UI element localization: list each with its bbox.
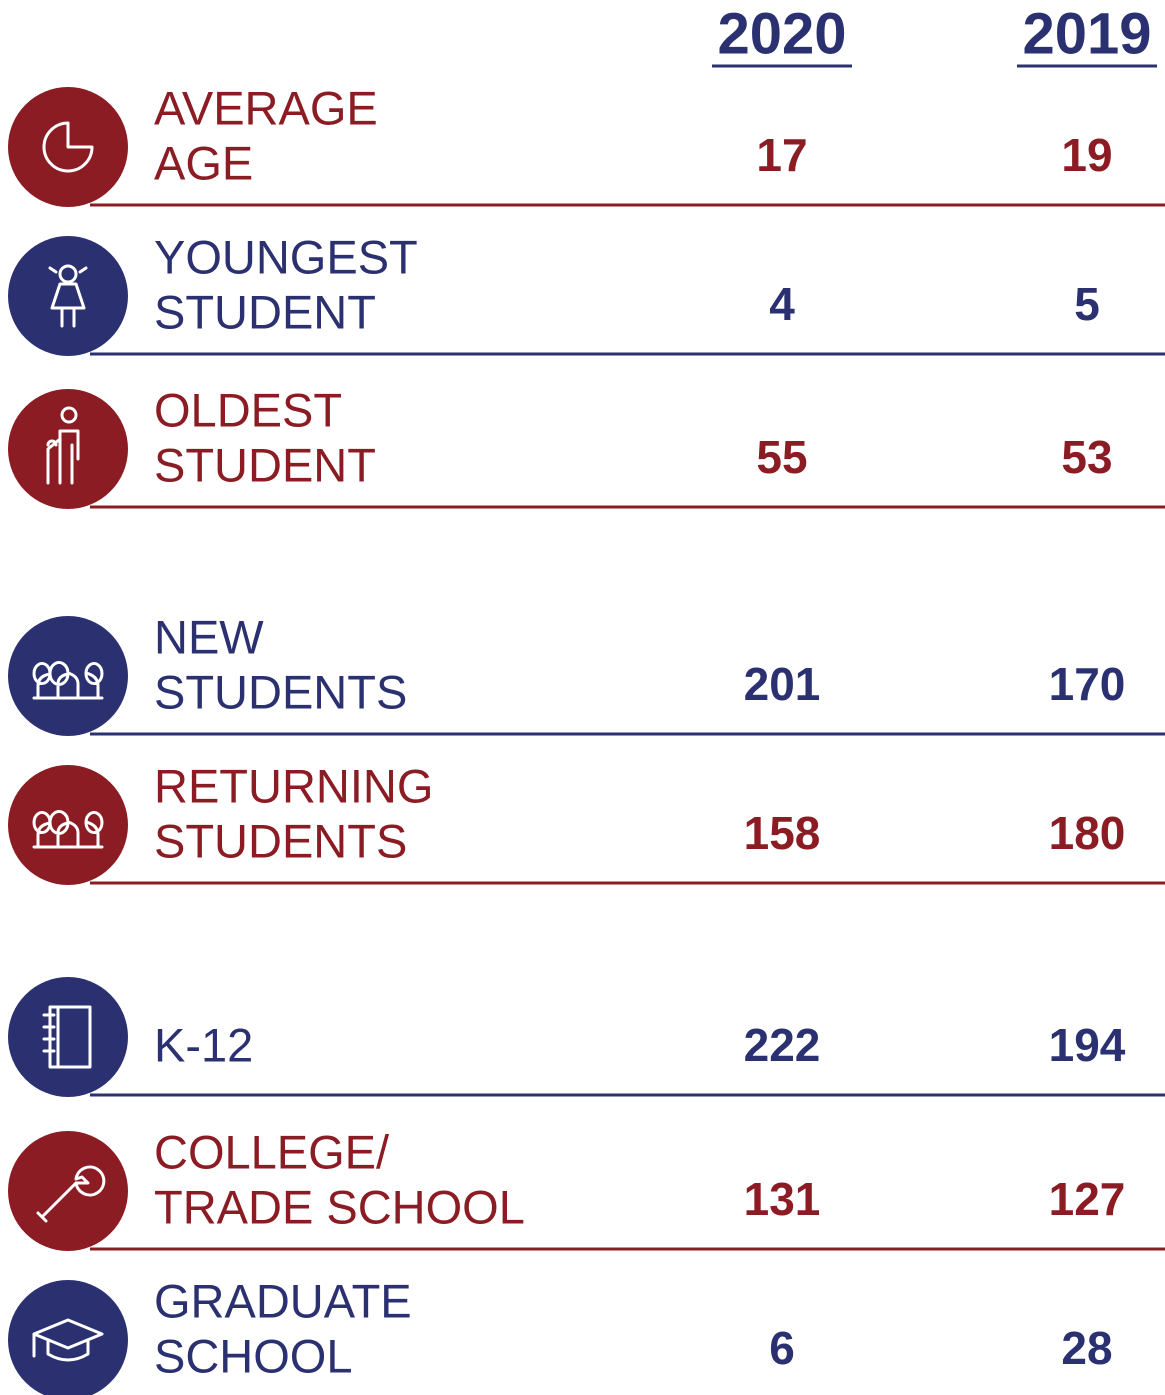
row-value: 131	[744, 1173, 821, 1225]
row-label: NEW	[154, 610, 264, 663]
row-icon	[48, 264, 88, 328]
row-icon	[42, 121, 94, 173]
row-label: K-12	[154, 1018, 253, 1071]
row-label: YOUNGEST	[154, 230, 418, 283]
row-label: STUDENTS	[154, 665, 407, 718]
row-value: 201	[744, 658, 821, 710]
row-icon-circle	[8, 977, 128, 1097]
row-label: STUDENT	[154, 438, 376, 491]
row-icon-circle	[8, 1280, 128, 1395]
row-icon	[32, 810, 104, 849]
row-value: 55	[756, 431, 807, 483]
row-value: 28	[1061, 1322, 1112, 1374]
row-value: 158	[744, 807, 821, 859]
row-label: COLLEGE/	[154, 1125, 390, 1178]
row-value: 6	[769, 1322, 795, 1374]
row-value: 17	[756, 129, 807, 181]
row-value: 222	[744, 1019, 821, 1071]
row-icon	[42, 1005, 92, 1069]
row-icon	[36, 1165, 106, 1223]
row-value: 127	[1049, 1173, 1126, 1225]
row-label: STUDENT	[154, 285, 376, 338]
row-icon	[32, 661, 104, 700]
row-value: 53	[1061, 431, 1112, 483]
row-value: 19	[1061, 129, 1112, 181]
column-header: 2019	[1022, 1, 1151, 66]
row-icon-circle	[8, 389, 128, 509]
row-label: GRADUATE	[154, 1274, 412, 1327]
row-icon	[46, 406, 80, 485]
row-label: STUDENTS	[154, 814, 407, 867]
row-label: AGE	[154, 136, 253, 189]
row-value: 194	[1049, 1019, 1126, 1071]
row-label: AVERAGE	[154, 81, 378, 134]
column-header: 2020	[717, 1, 846, 66]
row-icon-circle	[8, 236, 128, 356]
row-label: OLDEST	[154, 383, 342, 436]
row-label: TRADE SCHOOL	[154, 1180, 525, 1233]
row-label: RETURNING	[154, 759, 433, 812]
row-value: 170	[1049, 658, 1126, 710]
row-value: 4	[769, 278, 795, 330]
row-label: SCHOOL	[154, 1329, 353, 1382]
row-value: 180	[1049, 807, 1126, 859]
row-icon	[32, 1318, 104, 1362]
row-value: 5	[1074, 278, 1100, 330]
